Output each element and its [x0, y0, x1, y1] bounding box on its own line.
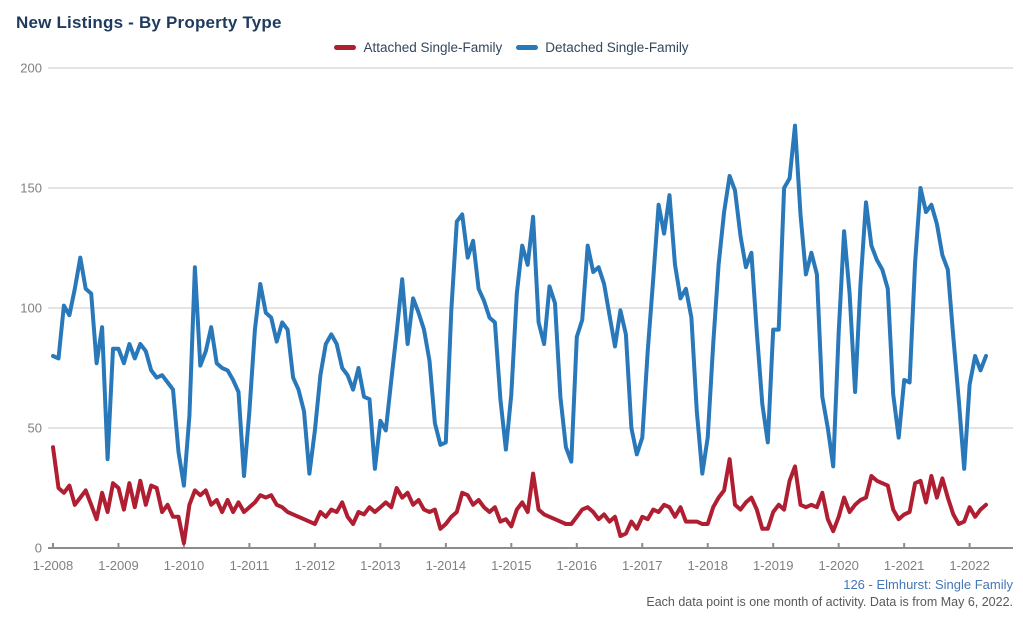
x-axis-tick-label: 1-2017	[622, 558, 662, 573]
x-axis-tick-label: 1-2016	[557, 558, 597, 573]
footer-source-label: 126 - Elmhurst: Single Family	[843, 577, 1013, 592]
y-axis-tick-label: 200	[20, 61, 42, 76]
legend: Attached Single-Family Detached Single-Fa…	[0, 40, 1023, 55]
legend-item-detached-single-family[interactable]: Detached Single-Family	[516, 40, 689, 55]
footer-note-label: Each data point is one month of activity…	[646, 595, 1013, 609]
x-axis-tick-label: 1-2008	[33, 558, 73, 573]
legend-swatch-icon	[516, 45, 539, 50]
legend-swatch-icon	[334, 45, 357, 50]
x-axis-tick-label: 1-2011	[230, 558, 270, 573]
x-axis-tick-label: 1-2013	[360, 558, 400, 573]
x-axis-tick-label: 1-2009	[98, 558, 138, 573]
legend-item-label: Detached Single-Family	[545, 40, 689, 55]
x-axis-tick-label: 1-2022	[949, 558, 989, 573]
x-axis-tick-label: 1-2015	[491, 558, 531, 573]
x-axis-tick-label: 1-2012	[295, 558, 335, 573]
x-axis-tick-label: 1-2020	[818, 558, 858, 573]
series-line-attached-single-family	[51, 445, 988, 546]
x-axis-tick-label: 1-2018	[687, 558, 727, 573]
y-axis-tick-label: 50	[28, 421, 42, 436]
series-line-detached-single-family	[51, 123, 988, 488]
x-axis-tick-label: 1-2014	[426, 558, 466, 573]
y-axis-tick-label: 100	[20, 301, 42, 316]
x-axis-tick-label: 1-2010	[164, 558, 204, 573]
legend-item-label: Attached Single-Family	[363, 40, 503, 55]
legend-item-attached-single-family[interactable]: Attached Single-Family	[334, 40, 502, 55]
x-axis-tick-label: 1-2021	[884, 558, 924, 573]
y-axis-tick-label: 150	[20, 181, 42, 196]
x-axis-tick-label: 1-2019	[753, 558, 793, 573]
y-axis-tick-label: 0	[35, 541, 42, 556]
chart-title: New Listings - By Property Type	[16, 13, 282, 32]
